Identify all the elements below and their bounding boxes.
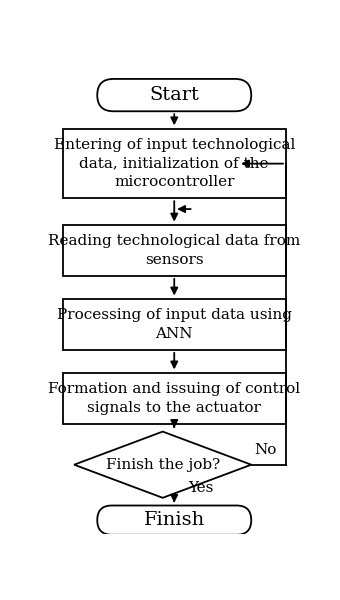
Text: Start: Start bbox=[149, 86, 199, 104]
FancyBboxPatch shape bbox=[63, 129, 286, 198]
Text: Entering of input technological
data, initialization of the
microcontroller: Entering of input technological data, in… bbox=[54, 138, 295, 189]
Text: Processing of input data using
ANN: Processing of input data using ANN bbox=[57, 308, 292, 341]
Text: Finish: Finish bbox=[143, 511, 205, 529]
FancyBboxPatch shape bbox=[97, 79, 251, 111]
Text: Yes: Yes bbox=[188, 481, 214, 496]
FancyBboxPatch shape bbox=[63, 373, 286, 424]
Polygon shape bbox=[74, 431, 251, 498]
FancyBboxPatch shape bbox=[97, 506, 251, 535]
Text: Formation and issuing of control
signals to the actuator: Formation and issuing of control signals… bbox=[48, 382, 300, 415]
FancyBboxPatch shape bbox=[63, 225, 286, 276]
Text: Finish the job?: Finish the job? bbox=[106, 458, 220, 472]
Text: Reading technological data from
sensors: Reading technological data from sensors bbox=[48, 235, 300, 267]
FancyBboxPatch shape bbox=[63, 299, 286, 350]
Text: No: No bbox=[255, 443, 277, 457]
